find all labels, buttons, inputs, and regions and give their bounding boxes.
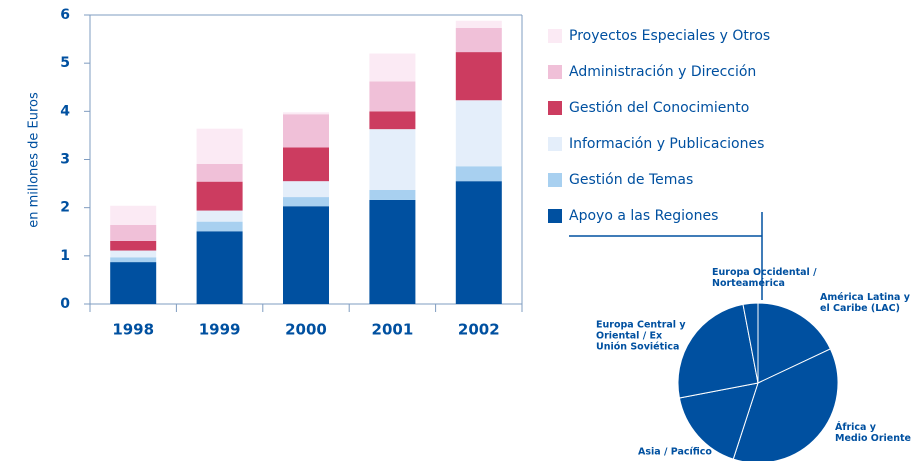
legend-swatch xyxy=(548,173,562,187)
x-tick-label: 1999 xyxy=(199,321,241,339)
bar-segment xyxy=(369,111,416,130)
y-tick-label: 4 xyxy=(60,103,70,119)
pie-slice xyxy=(678,382,759,460)
bar-segment xyxy=(455,28,502,53)
y-tick-label: 0 xyxy=(60,296,70,312)
bar-segment xyxy=(283,147,329,182)
x-tick-label: 2001 xyxy=(372,321,414,339)
bar-segment xyxy=(196,128,243,164)
bar-segment xyxy=(196,163,243,182)
pie-slice xyxy=(742,302,759,384)
pie-label: Asia / Pacífico xyxy=(638,447,712,458)
y-tick-label: 1 xyxy=(60,248,70,264)
pie-label: Norteamérica xyxy=(712,278,785,289)
bar-segment xyxy=(196,210,243,222)
bar-segment xyxy=(110,225,157,241)
bar-segment xyxy=(455,20,502,29)
x-tick-label: 1998 xyxy=(112,321,154,339)
legend-swatch xyxy=(548,137,562,151)
x-tick-label: 2000 xyxy=(285,321,327,339)
bar-segment xyxy=(455,52,502,101)
y-tick-label: 5 xyxy=(60,55,70,71)
x-tick-label: 2002 xyxy=(458,321,500,339)
pie-label: el Caribe (LAC) xyxy=(820,303,900,314)
bar-segment xyxy=(369,81,416,112)
bar-segment xyxy=(110,262,157,304)
bar-segment xyxy=(455,181,502,304)
bar-segment xyxy=(110,250,157,258)
bar-segment xyxy=(110,205,157,226)
pie-label: Medio Oriente xyxy=(835,433,911,444)
bar-segment xyxy=(283,114,329,148)
pie-label: América Latina y xyxy=(820,292,911,303)
legend-swatch xyxy=(548,29,562,43)
pie-label: Oriental / Ex xyxy=(596,331,662,342)
legend-label: Información y Publicaciones xyxy=(569,136,764,152)
pie-label: Europa Occidental / xyxy=(712,267,817,278)
pie-slice xyxy=(732,348,839,461)
legend-swatch xyxy=(548,65,562,79)
bar-segment xyxy=(110,257,157,263)
bar-segment xyxy=(283,206,329,304)
bar-segment xyxy=(455,100,502,167)
bar-segment xyxy=(369,53,416,82)
legend-swatch xyxy=(548,101,562,115)
legend-label: Gestión de Temas xyxy=(569,172,693,188)
bar-segment xyxy=(283,197,329,207)
y-tick-label: 6 xyxy=(60,7,70,23)
legend-label: Gestión del Conocimiento xyxy=(569,100,749,116)
bar-segment xyxy=(110,240,157,251)
bar-segment xyxy=(283,181,329,198)
legend-swatch xyxy=(548,209,562,223)
pie-slice xyxy=(757,302,832,384)
pie-label: África y xyxy=(835,421,877,433)
pie-label: Unión Soviética xyxy=(596,342,679,353)
bar-segment xyxy=(369,189,416,200)
pie-label: Europa Central y xyxy=(596,320,686,331)
bar-segment xyxy=(369,129,416,190)
bar-segment xyxy=(369,199,416,304)
bar-segment xyxy=(196,181,243,211)
bar-segment xyxy=(196,231,243,304)
legend-label: Apoyo a las Regiones xyxy=(569,208,718,224)
y-tick-label: 3 xyxy=(60,152,70,168)
bar-segment xyxy=(196,221,243,232)
pie-slice xyxy=(677,303,759,399)
legend-label: Administración y Dirección xyxy=(569,64,756,80)
y-tick-label: 2 xyxy=(60,200,70,216)
legend-label: Proyectos Especiales y Otros xyxy=(569,28,770,44)
bar-segment xyxy=(455,166,502,182)
bar-segment xyxy=(283,112,329,115)
y-axis-label: en millones de Euros xyxy=(27,92,42,228)
